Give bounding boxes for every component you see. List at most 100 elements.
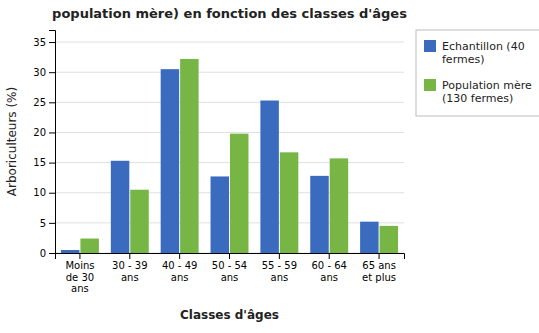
tick-label-line: ans [71,283,89,294]
tick-mark [49,223,55,224]
tick-label: Moinsde 30ans [65,260,94,294]
tick-label: 55 - 59ans [262,260,297,283]
title: population mère) en fonction des classes… [52,6,407,21]
grid-line [55,162,404,163]
tick-mark [49,163,55,164]
tick-label: 60 - 64ans [312,260,347,283]
legend-label-line: Echantillon (40 [442,40,525,53]
tick-label: 65 anset plus [362,260,396,283]
tick-label: 25 [33,97,46,108]
tick: 65 anset plus [362,253,396,283]
grid-line [55,102,404,103]
tick-mark [49,193,55,194]
tick-mark [49,72,55,73]
bar [360,222,378,253]
tick: 40 - 49ans [162,253,197,283]
tick-mark [279,253,280,259]
tick-mark [379,253,380,259]
tick-label-line: ans [320,272,338,283]
tick: 60 - 64ans [312,253,347,283]
bar [260,101,278,253]
tick: 50 - 54ans [212,253,247,283]
tick-mark [49,102,55,103]
legend-label-line: fermes) [442,53,484,66]
tick-label: 40 - 49ans [162,260,197,283]
tick-label: 15 [33,157,46,168]
grid-line [55,72,404,73]
bar [130,190,148,253]
legend-label: Echantillon (40fermes) [442,40,525,66]
legend-label-line: (130 fermes) [442,92,513,105]
tick: 15 [33,157,55,168]
x-axis-label: Classes d'âges [180,308,279,322]
bar [111,161,129,253]
legend-frame [416,30,539,116]
grid-line [55,192,404,193]
plot: 05101520253035Moinsde 30ans30 - 39ans40 … [33,31,404,295]
tick-mark [49,253,55,254]
tick-label: 30 - 39ans [112,260,147,283]
bar [230,134,248,253]
tick-mark [49,132,55,133]
legend: Echantillon (40fermes) Population mère(13… [416,30,539,116]
tick-mark [329,253,330,259]
tick-label-line: 55 - 59 [262,260,297,271]
tick-label-line: de 30 [66,272,94,283]
tick-label-line: Moins [65,260,94,271]
tick: 20 [33,127,55,138]
tick-mark [179,253,180,259]
bar [61,250,79,253]
tick-label-line: 50 - 54 [212,260,247,271]
tick: 10 [33,187,55,198]
tick: 25 [33,97,55,108]
tick-mark [79,253,80,259]
tick-label-line: 40 - 49 [162,260,197,271]
tick: 30 [33,67,55,78]
tick-mark [49,42,55,43]
bar [380,226,398,253]
axis-line [49,31,56,254]
tick-label-line: ans [271,272,289,283]
tick-label-line: et plus [362,272,396,283]
legend-label-line: Population mère [442,79,532,92]
tick-label: 35 [33,37,46,48]
tick: 0 [40,248,55,259]
tick-label: 50 - 54ans [212,260,247,283]
bar [80,239,98,253]
bar [330,158,348,253]
tick-label-line: ans [171,272,189,283]
tick-label-line: 60 - 64 [312,260,347,271]
tick-label: 0 [40,248,46,259]
grid-line [55,42,404,43]
tick: 5 [40,218,55,229]
bar [310,176,328,253]
bar [280,152,298,253]
y-axis-label: Arboriculteurs (%) [5,87,19,196]
tick-label-line: 30 - 39 [112,260,147,271]
bar [211,176,229,253]
tick-mark [229,253,230,259]
bar-series [80,59,398,253]
tick: 35 [33,37,55,48]
tick-label: 10 [33,187,46,198]
tick: Moinsde 30ans [65,253,94,294]
axis-line [56,254,405,260]
legend-swatch [424,40,436,52]
tick-label-line: 65 ans [362,260,396,271]
legend-swatch [424,79,436,91]
tick-label: 5 [40,218,46,229]
bars [61,59,398,253]
grid-line [55,222,404,223]
tick-mark [129,253,130,259]
tick-label-line: ans [221,272,239,283]
legend-item: Population mère(130 fermes) [424,79,532,105]
bar [180,59,198,253]
tick: 30 - 39ans [112,253,147,283]
tick-label: 20 [33,127,46,138]
y-axis: 0 5 10 15 20 25 30 35 [33,31,55,259]
x-axis: Moinsde 30ans30 - 39ans40 - 49ans50 - 54… [56,253,405,294]
legend-label: Population mère(130 fermes) [442,79,532,105]
grid-line [55,132,404,133]
tick-label: 30 [33,67,46,78]
bar [161,69,179,253]
